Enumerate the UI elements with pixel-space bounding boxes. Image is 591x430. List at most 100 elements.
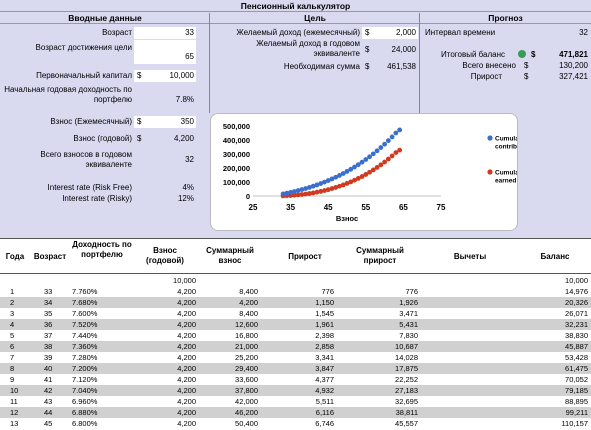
table-row: 7 39 7.280% 4,200 25,200 3,341 14,028 53,428: [0, 352, 591, 363]
divider: [209, 13, 210, 113]
cell-yield: 7.200%: [72, 364, 98, 373]
series-1-point: [307, 191, 312, 196]
series-0-point: [382, 141, 387, 147]
cell-contrib: 4,200: [177, 375, 196, 384]
x-axis-label: Взнос: [336, 214, 358, 223]
cell-contrib: 4,200: [177, 397, 196, 406]
contrib-annual-value: 4,200: [173, 134, 194, 143]
age-label: Возраст: [102, 28, 132, 37]
x-tick-label: 25: [249, 203, 258, 212]
initial-capital-input[interactable]: [134, 70, 196, 82]
goal-required-label: Необходимая сумма: [283, 62, 360, 71]
cell-gain: 4,932: [315, 386, 334, 395]
total-contrib-value: 32: [185, 155, 194, 164]
series-0-point: [284, 190, 290, 196]
cell-total: 37,800: [235, 386, 258, 395]
series-1-point: [325, 187, 331, 193]
x-tick-label: 35: [286, 203, 295, 212]
status-indicator-icon: [518, 50, 526, 58]
goal-monthly-label: Желаемый доход (ежемесячный): [236, 28, 360, 37]
x-tick-label: 65: [399, 203, 408, 212]
cell-gain: 3,847: [315, 364, 334, 373]
total-contrib-label: Всего взносов в годовом эквиваленте: [40, 150, 132, 169]
cell-contrib: 4,200: [177, 309, 196, 318]
y-tick-label: 0: [246, 192, 250, 201]
cell-cumgain: 45,557: [395, 419, 418, 428]
cell-cumgain: 32,695: [395, 397, 418, 406]
series-0-point: [352, 164, 357, 170]
contrib-monthly-input[interactable]: [134, 116, 196, 128]
cell-gain: 776: [321, 287, 334, 296]
legend-marker-0: [487, 135, 493, 141]
goal-monthly-input[interactable]: [362, 27, 418, 39]
target-age-input[interactable]: [134, 40, 196, 64]
cell-bal: 99,211: [565, 408, 588, 417]
series-1-point: [385, 156, 391, 162]
cell-year: 8: [10, 364, 15, 373]
rate-risky-value: 12%: [177, 194, 194, 203]
series-0-point: [397, 127, 403, 133]
series-0-point: [303, 186, 309, 191]
x-tick-label: 55: [361, 203, 370, 212]
goal-annual-label: Желаемый доход в годовом эквиваленте: [256, 39, 360, 58]
col-header-total: Суммарный взнос: [206, 246, 254, 265]
series-1-point: [340, 182, 346, 188]
cell-contrib: 4,200: [177, 386, 196, 395]
cell-contrib: 4,200: [177, 342, 196, 351]
cell-year: 3: [10, 309, 15, 318]
col-header-cumgain: Суммарный прирост: [356, 246, 404, 265]
series-0-point: [367, 154, 372, 160]
series-1-point: [389, 153, 395, 159]
series-1-point: [370, 167, 376, 173]
series-1-point: [367, 169, 372, 175]
cell-contrib: 4,200: [177, 408, 196, 417]
table-row: 8 40 7.200% 4,200 29,400 3,847 17,875 61,475: [0, 363, 591, 374]
cell-cumgain: 7,830: [399, 331, 418, 340]
legend-marker-1: [487, 169, 493, 175]
table-header: Года Возраст Доходность по портфелю Взно…: [0, 238, 591, 274]
cell-bal: 32,231: [565, 320, 588, 329]
col-header-age: Возраст: [33, 252, 67, 261]
chart-svg: 0 100,000 200,000 300,000 400,000 500,000 25 35…: [223, 122, 556, 223]
goal-annual-currency: $: [365, 45, 370, 54]
cell-age: 38: [44, 342, 53, 351]
series-1-point: [329, 186, 335, 191]
cell-age: 40: [44, 364, 53, 373]
series-0-point: [337, 173, 342, 178]
goal-required-value: 461,538: [387, 62, 416, 71]
cell-gain: 6,746: [315, 419, 334, 428]
series-0-point: [291, 189, 297, 194]
series-1-point: [299, 192, 305, 197]
age-input[interactable]: [134, 27, 196, 39]
col-header-yield: Доходность по портфелю: [72, 240, 132, 259]
target-age-label: Возраст достижения цели: [35, 43, 132, 52]
cell-cumgain: 1,926: [399, 298, 418, 307]
cell-age: 41: [44, 375, 53, 384]
goal-required-currency: $: [365, 62, 370, 71]
rate-risky-label: Interest rate (Risky): [62, 194, 132, 203]
cell-total: 4,200: [239, 298, 258, 307]
cell-age: 36: [44, 320, 53, 329]
cell-year: 1: [10, 287, 15, 296]
x-tick-label: 75: [437, 203, 446, 212]
legend-label-0: Cumulative annual: [495, 136, 517, 143]
series-1-point: [295, 192, 301, 198]
contrib-monthly-currency: $: [137, 117, 142, 126]
cell-gain: 1,961: [315, 320, 334, 329]
cell-gain: 5,511: [315, 397, 334, 406]
cell-cumgain: 5,431: [399, 320, 418, 329]
cell-gain: 4,377: [315, 375, 334, 384]
cell-cumgain: 17,875: [395, 364, 418, 373]
cell-age: 45: [44, 419, 53, 428]
cell-yield: 7.600%: [72, 309, 98, 318]
cell-gain: 1,150: [315, 298, 334, 307]
series-1-point: [337, 183, 342, 189]
series-1-point: [378, 162, 384, 168]
goal-annual-value: 24,000: [391, 45, 416, 54]
cell-bal: 70,052: [565, 375, 588, 384]
cell-cumgain: 3,471: [399, 309, 418, 318]
series-0-point: [333, 174, 339, 180]
final-balance-value: 471,821: [559, 50, 588, 59]
table-row: 3 35 7.600% 4,200 8,400 1,545 3,471 26,071: [0, 308, 591, 319]
series-1-point: [333, 185, 339, 190]
